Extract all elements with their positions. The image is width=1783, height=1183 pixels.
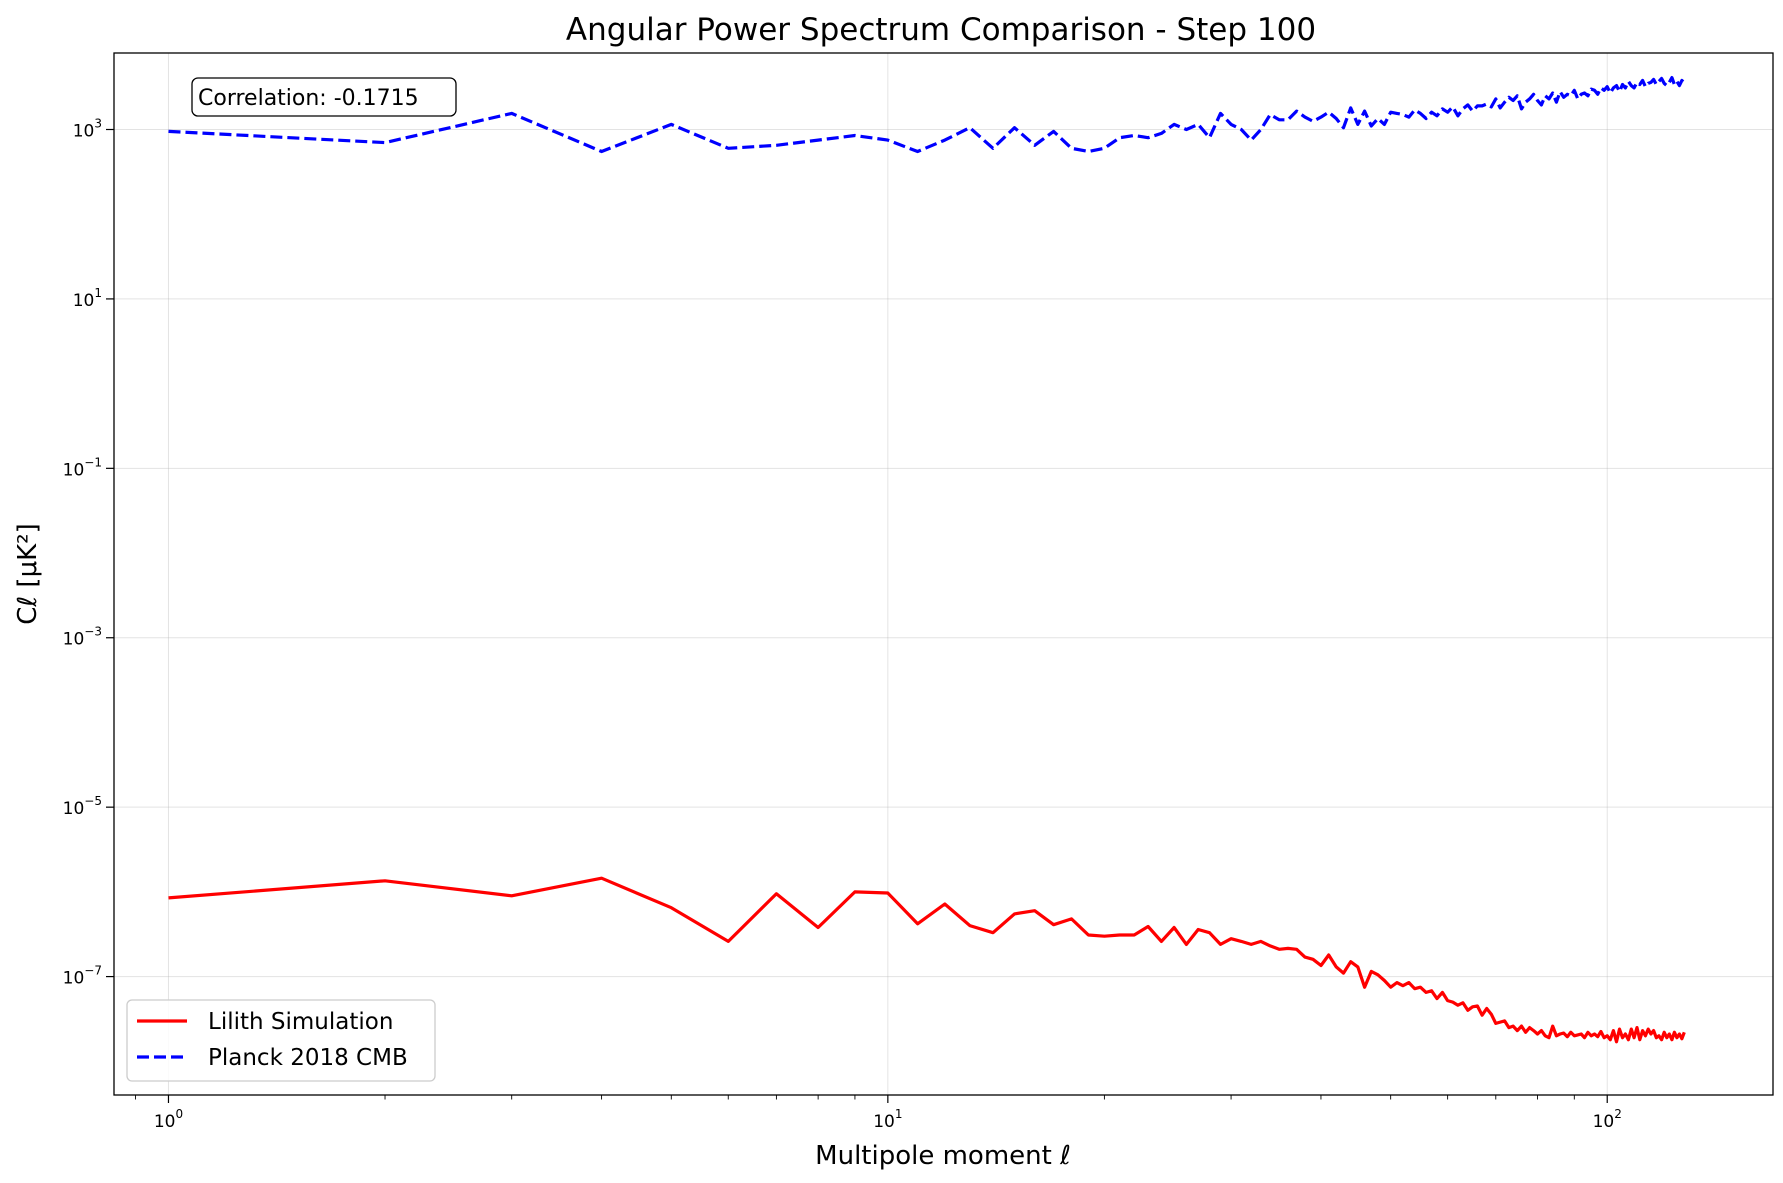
y-tick-label: 103	[73, 116, 102, 141]
annotation-box	[191, 77, 457, 117]
chart-title: Angular Power Spectrum Comparison - Step…	[566, 12, 1316, 48]
y-axis-label: Cℓ [μK²]	[13, 523, 43, 624]
legend: Lilith Simulation Planck 2018 CMB	[126, 999, 436, 1082]
correlation-annotation: Correlation: -0.1715	[191, 77, 457, 117]
plot-series	[168, 75, 1686, 1044]
y-tick-label: 10−5	[63, 794, 102, 819]
x-tick-label: 100	[154, 1107, 183, 1132]
plot-frame	[113, 52, 1774, 1096]
legend-box	[126, 999, 436, 1082]
x-tick-label: 101	[873, 1107, 902, 1132]
axis-ticks: 100 101 102 103 101 10−1 10−3 10−5 10−7	[63, 116, 1622, 1132]
x-tick-label: 102	[1593, 1107, 1622, 1132]
y-tick-label: 10−3	[63, 625, 102, 650]
y-tick-label: 10−1	[63, 455, 102, 480]
y-tick-label: 101	[73, 286, 102, 311]
y-tick-label: 10−7	[63, 964, 102, 989]
annotation-text: Correlation: -0.1715	[198, 86, 419, 111]
series-line-lilith	[168, 876, 1686, 1044]
series-line-planck	[168, 75, 1686, 154]
x-axis-label: Multipole moment ℓ	[815, 1141, 1071, 1171]
legend-label-lilith: Lilith Simulation	[208, 1009, 393, 1035]
grid	[114, 53, 1773, 1095]
legend-label-planck: Planck 2018 CMB	[208, 1045, 408, 1071]
